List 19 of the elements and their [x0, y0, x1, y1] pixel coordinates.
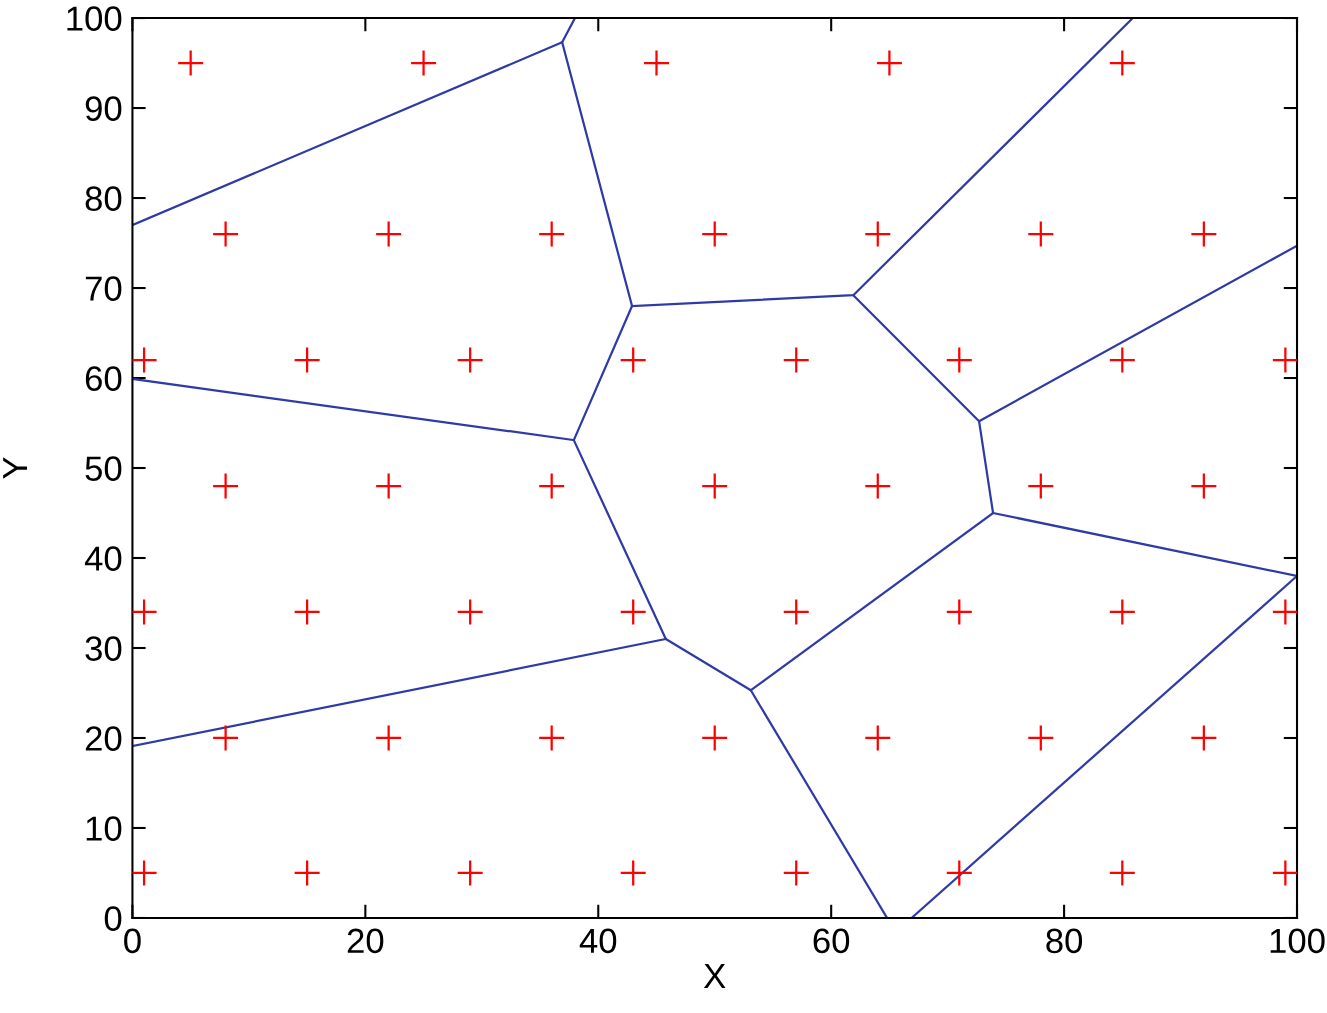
- x-tick-label: 100: [1270, 928, 1325, 954]
- y-tick-label: 50: [85, 456, 122, 481]
- y-tick-label: 20: [85, 726, 122, 751]
- x-tick-label: 60: [813, 928, 850, 954]
- y-axis-title: Y: [3, 457, 28, 479]
- x-axis-title: X: [703, 964, 726, 989]
- y-tick-label: 60: [85, 366, 122, 391]
- y-tick-label: 10: [86, 816, 122, 841]
- x-tick-label: 40: [579, 928, 617, 954]
- x-tick-label: 20: [347, 928, 384, 954]
- x-tick-label: 0: [124, 928, 141, 954]
- y-tick-label: 90: [85, 96, 122, 121]
- x-tick-label: 80: [1046, 928, 1083, 954]
- y-tick-label: 80: [85, 186, 122, 211]
- y-tick-label: 100: [67, 6, 122, 31]
- y-tick-label: 70: [85, 276, 122, 301]
- y-tick-label: 30: [85, 636, 122, 661]
- y-tick-label: 0: [104, 906, 122, 931]
- y-tick-label: 40: [84, 546, 122, 571]
